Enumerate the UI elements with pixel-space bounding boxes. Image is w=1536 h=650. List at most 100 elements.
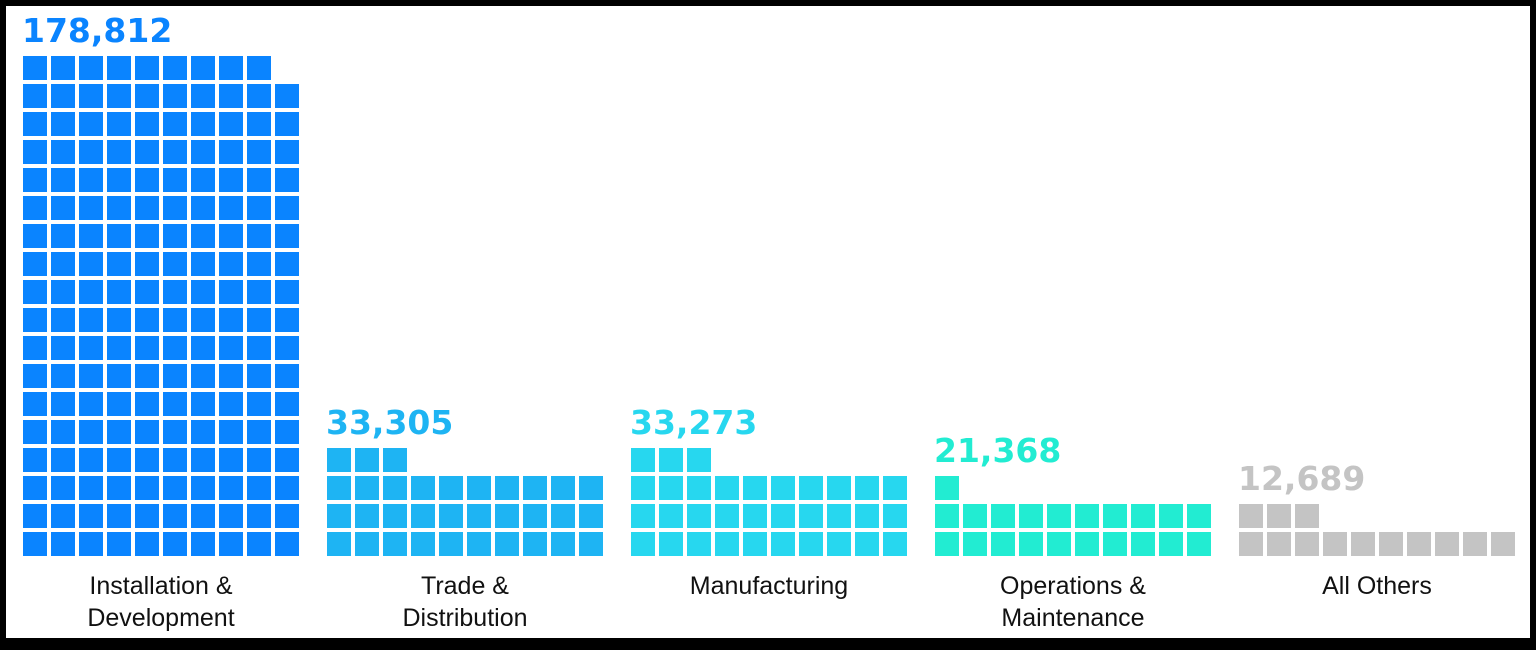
waffle-square bbox=[79, 252, 103, 276]
waffle-square bbox=[631, 476, 655, 500]
waffle-square bbox=[523, 476, 547, 500]
waffle-square bbox=[467, 504, 491, 528]
waffle-square bbox=[715, 504, 739, 528]
waffle-square bbox=[163, 448, 187, 472]
waffle-square bbox=[163, 252, 187, 276]
waffle-square bbox=[23, 364, 47, 388]
waffle-square bbox=[275, 476, 299, 500]
waffle-square bbox=[855, 532, 879, 556]
waffle-square bbox=[79, 168, 103, 192]
waffle-square bbox=[219, 532, 243, 556]
waffle-square bbox=[275, 196, 299, 220]
waffle-square bbox=[191, 392, 215, 416]
waffle-square bbox=[135, 420, 159, 444]
waffle-square bbox=[659, 504, 683, 528]
waffle-square bbox=[467, 476, 491, 500]
waffle-square bbox=[687, 476, 711, 500]
waffle-square bbox=[163, 140, 187, 164]
waffle-square bbox=[191, 420, 215, 444]
waffle-square bbox=[107, 280, 131, 304]
waffle-square bbox=[799, 504, 823, 528]
waffle-square bbox=[219, 56, 243, 80]
waffle-square bbox=[135, 224, 159, 248]
waffle-square bbox=[1159, 504, 1183, 528]
waffle-square bbox=[107, 308, 131, 332]
waffle-square bbox=[247, 196, 271, 220]
waffle-square bbox=[51, 84, 75, 108]
waffle-square bbox=[1187, 532, 1211, 556]
waffle-square bbox=[659, 476, 683, 500]
waffle-square bbox=[107, 252, 131, 276]
waffle-square bbox=[275, 252, 299, 276]
waffle-square bbox=[1131, 504, 1155, 528]
category-label-trade-distribution: Trade & bbox=[421, 572, 509, 600]
waffle-square bbox=[247, 420, 271, 444]
waffle-square bbox=[247, 168, 271, 192]
waffle-square bbox=[219, 168, 243, 192]
waffle-square bbox=[355, 532, 379, 556]
waffle-square bbox=[79, 308, 103, 332]
waffle-square bbox=[23, 420, 47, 444]
waffle-square bbox=[275, 168, 299, 192]
waffle-square bbox=[135, 504, 159, 528]
waffle-square bbox=[883, 504, 907, 528]
waffle-square bbox=[799, 476, 823, 500]
waffle-square bbox=[79, 112, 103, 136]
waffle-square bbox=[327, 504, 351, 528]
waffle-square bbox=[963, 504, 987, 528]
waffle-square bbox=[383, 476, 407, 500]
waffle-square bbox=[1351, 532, 1375, 556]
value-label-operations-maintenance: 21,368 bbox=[934, 431, 1061, 470]
waffle-square bbox=[79, 56, 103, 80]
waffle-square bbox=[1491, 532, 1515, 556]
waffle-square bbox=[135, 308, 159, 332]
waffle-square bbox=[23, 252, 47, 276]
category-label-installation-development: Installation & bbox=[89, 572, 232, 600]
waffle-square bbox=[743, 504, 767, 528]
waffle-square bbox=[327, 476, 351, 500]
waffle-square bbox=[191, 56, 215, 80]
waffle-square bbox=[23, 84, 47, 108]
waffle-square bbox=[107, 224, 131, 248]
waffle-square bbox=[935, 476, 959, 500]
waffle-square bbox=[247, 504, 271, 528]
waffle-square bbox=[23, 224, 47, 248]
waffle-square bbox=[79, 224, 103, 248]
waffle-square bbox=[135, 112, 159, 136]
waffle-square bbox=[1131, 532, 1155, 556]
waffle-square bbox=[107, 56, 131, 80]
waffle-square bbox=[219, 280, 243, 304]
waffle-square bbox=[79, 532, 103, 556]
category-label-manufacturing: Manufacturing bbox=[690, 572, 848, 600]
waffle-square bbox=[579, 476, 603, 500]
waffle-square bbox=[191, 112, 215, 136]
waffle-square bbox=[79, 420, 103, 444]
waffle-square bbox=[219, 308, 243, 332]
waffle-square bbox=[219, 224, 243, 248]
waffle-square bbox=[715, 476, 739, 500]
waffle-square bbox=[107, 84, 131, 108]
waffle-square bbox=[219, 392, 243, 416]
waffle-square bbox=[107, 532, 131, 556]
waffle-square bbox=[883, 532, 907, 556]
waffle-square bbox=[247, 252, 271, 276]
waffle-square bbox=[1435, 532, 1459, 556]
waffle-square bbox=[135, 252, 159, 276]
value-label-trade-distribution: 33,305 bbox=[326, 403, 453, 442]
waffle-square bbox=[247, 392, 271, 416]
waffle-square bbox=[163, 112, 187, 136]
waffle-square bbox=[275, 140, 299, 164]
waffle-square bbox=[135, 196, 159, 220]
waffle-square bbox=[191, 476, 215, 500]
waffle-square bbox=[439, 504, 463, 528]
waffle-square bbox=[163, 224, 187, 248]
waffle-square bbox=[219, 252, 243, 276]
waffle-square bbox=[135, 280, 159, 304]
waffle-square bbox=[963, 532, 987, 556]
waffle-square bbox=[135, 56, 159, 80]
waffle-square bbox=[51, 532, 75, 556]
waffle-square bbox=[275, 84, 299, 108]
waffle-square bbox=[355, 504, 379, 528]
waffle-square bbox=[191, 280, 215, 304]
waffle-square bbox=[383, 504, 407, 528]
